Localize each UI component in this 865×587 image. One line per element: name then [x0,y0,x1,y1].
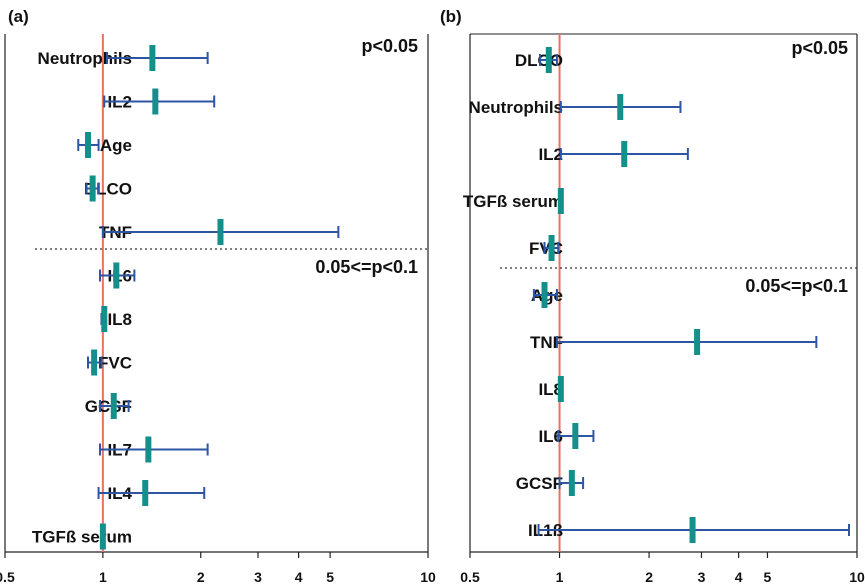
point-estimate [91,349,98,376]
point-estimate [217,219,224,245]
point-estimate [142,480,149,506]
row-label: Age [100,136,132,155]
panel-tag: (a) [8,7,29,26]
x-tick-label: 4 [295,569,303,585]
row-label: Neutrophils [469,98,563,117]
point-estimate [568,470,575,496]
row-label: IL8 [538,380,563,399]
point-estimate [541,282,548,308]
row-label: TGFß serum [32,528,132,547]
row-label: GCSF [516,474,563,493]
x-tick-label: 3 [254,569,262,585]
group-label-significant: p<0.05 [361,36,418,56]
point-estimate [689,517,696,543]
x-tick-label: 1 [556,569,564,585]
point-estimate [545,47,552,73]
x-tick-label: 10 [849,569,865,585]
point-estimate [548,235,555,261]
point-estimate [557,188,564,214]
x-tick-label: 2 [197,569,205,585]
x-tick-label: 4 [735,569,743,585]
point-estimate [110,393,117,419]
x-tick-label: 1 [99,569,107,585]
point-estimate [89,175,96,202]
x-tick-label: 3 [698,569,706,585]
row-label: TGFß serum [463,192,563,211]
x-tick-label: 10 [420,569,436,585]
point-estimate [99,523,106,550]
row-label: IL6 [538,427,563,446]
group-label-trend: 0.05<=p<0.1 [745,276,848,296]
row-label: Neutrophils [38,49,132,68]
point-estimate [557,376,564,402]
point-estimate [84,132,91,158]
point-estimate [572,423,579,449]
point-estimate [149,45,156,71]
panel-tag: (b) [440,7,462,26]
row-label: IL2 [538,145,563,164]
row-label: TNF [530,333,563,352]
x-tick-label: 5 [326,569,334,585]
x-tick-label: 5 [764,569,772,585]
row-label: DLCO [84,180,132,199]
point-estimate [152,88,159,115]
point-estimate [617,94,624,120]
point-estimate [101,306,108,332]
group-label-trend: 0.05<=p<0.1 [315,257,418,277]
group-label-significant: p<0.05 [791,38,848,58]
panel-b: (b)p<0.050.05<=p<0.10.5 1 2 3 4 5 10DLCONeutro… [440,7,865,585]
point-estimate [621,141,628,167]
point-estimate [113,262,120,289]
x-tick-label: 0.5 [0,569,15,585]
row-label: FVC [98,354,132,373]
panel-a: (a) p<0.05 0.05<=p<0.1 0.5 1 2 3 4 5 10 Neutrophil… [0,7,436,585]
row-label: IL8 [107,310,132,329]
x-tick-label: 0.5 [460,569,480,585]
point-estimate [145,436,152,463]
point-estimate [694,329,701,355]
x-tick-label: 2 [645,569,653,585]
